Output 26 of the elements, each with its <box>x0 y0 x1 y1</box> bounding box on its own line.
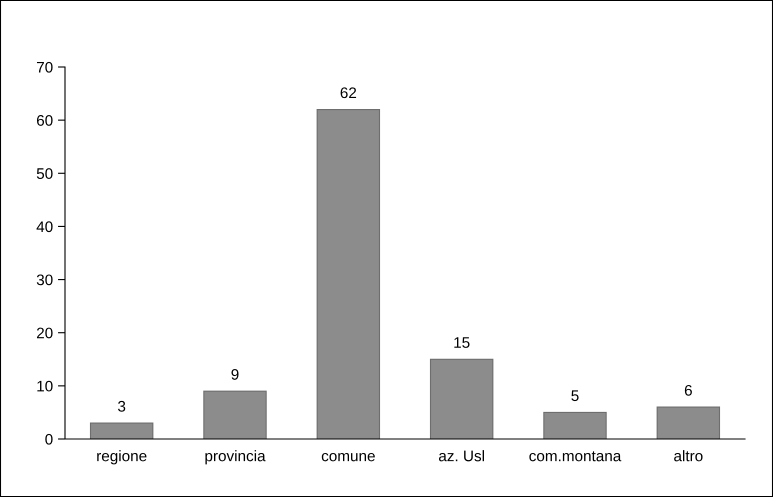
x-tick-label: comune <box>322 452 375 462</box>
x-tick-label: altro <box>674 450 703 462</box>
x-tick-label: regione <box>97 450 146 464</box>
y-tick-label: 30 <box>36 274 53 286</box>
y-tick-label: 40 <box>36 221 53 232</box>
x-tick-label: az. Usl <box>438 450 484 462</box>
bar <box>90 422 154 439</box>
data-label: 6 <box>684 384 692 396</box>
y-tick-label: 10 <box>37 380 53 392</box>
bar <box>543 412 607 439</box>
data-label: 5 <box>571 390 579 402</box>
x-tick-label: com.montana <box>529 451 622 462</box>
data-label: 15 <box>454 337 470 348</box>
data-label: 3 <box>118 400 126 412</box>
y-tick-label: 50 <box>36 168 53 179</box>
y-tick-label: 0 <box>45 434 53 445</box>
bar <box>316 108 380 439</box>
bar <box>203 390 267 439</box>
data-label: 62 <box>340 87 356 98</box>
y-tick-label: 20 <box>36 328 53 338</box>
bar <box>430 358 494 439</box>
y-tick-label: 70 <box>36 62 53 73</box>
data-label: 9 <box>231 369 239 380</box>
bar <box>656 406 720 439</box>
x-tick-label: provincia <box>205 450 266 464</box>
y-tick-label: 60 <box>36 115 53 126</box>
